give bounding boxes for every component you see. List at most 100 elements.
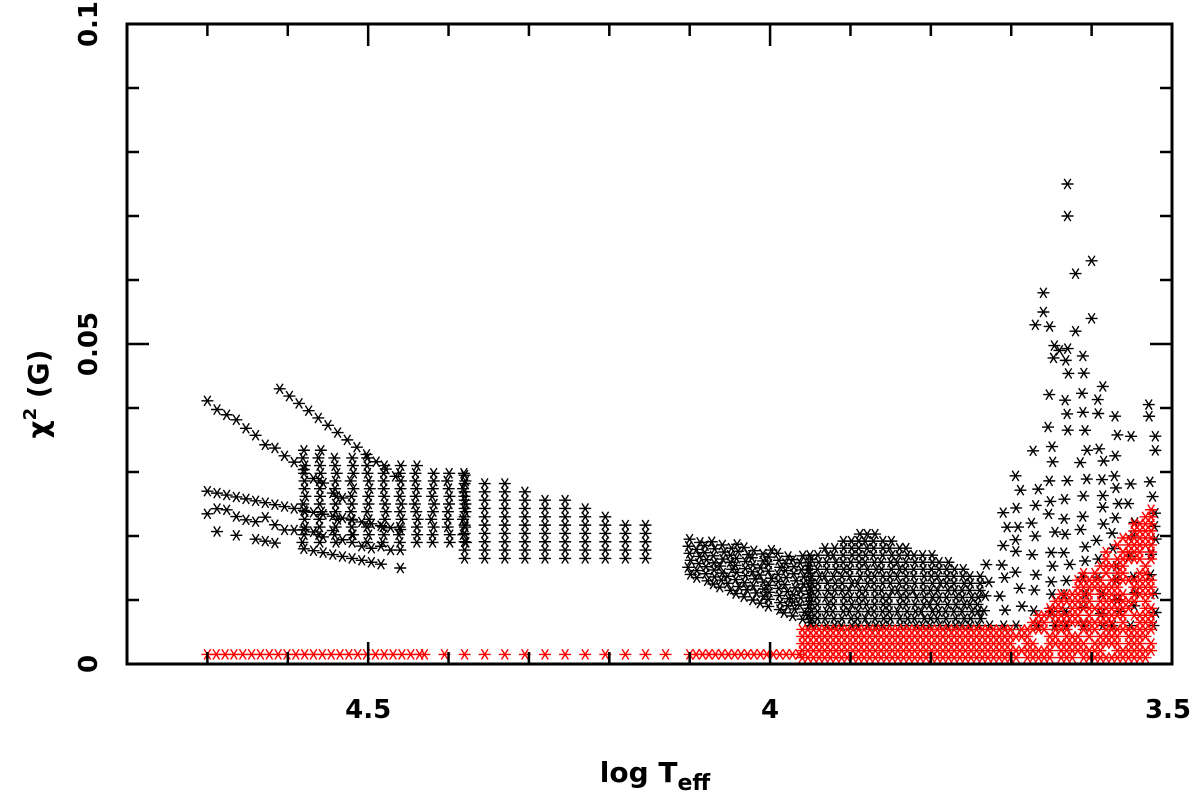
data-point xyxy=(1096,380,1109,392)
data-point xyxy=(659,648,672,660)
data-point xyxy=(298,475,311,487)
data-point xyxy=(1061,178,1074,190)
data-point xyxy=(307,545,320,557)
data-point xyxy=(441,475,454,487)
data-point xyxy=(1061,475,1074,487)
data-point xyxy=(314,444,327,456)
data-point xyxy=(1009,470,1022,482)
data-point xyxy=(259,535,272,547)
data-point xyxy=(331,427,344,439)
data-point xyxy=(539,552,551,564)
data-point xyxy=(1053,344,1066,356)
data-point xyxy=(478,502,491,514)
data-point xyxy=(478,494,491,506)
data-point xyxy=(1058,513,1071,525)
data-point xyxy=(1085,255,1098,267)
data-point xyxy=(478,552,491,564)
data-point xyxy=(1069,268,1082,280)
y-axis-title: χ2 (G) xyxy=(20,350,55,439)
data-point xyxy=(1013,582,1026,594)
data-point xyxy=(1074,457,1087,468)
data-point xyxy=(518,511,531,523)
data-point xyxy=(1111,429,1124,441)
data-point xyxy=(997,507,1010,519)
data-point xyxy=(498,552,511,564)
data-point xyxy=(518,486,531,498)
data-point xyxy=(729,574,742,586)
data-point xyxy=(394,460,407,472)
data-point xyxy=(230,529,243,541)
data-point xyxy=(786,610,799,622)
data-point xyxy=(478,536,491,548)
data-point xyxy=(426,536,439,548)
data-point xyxy=(1077,638,1090,650)
data-point xyxy=(559,494,572,506)
data-point xyxy=(518,519,531,531)
data-point xyxy=(1109,450,1122,462)
data-point xyxy=(346,460,359,472)
data-point xyxy=(1048,340,1061,352)
data-point xyxy=(619,536,632,548)
data-point xyxy=(1142,399,1155,411)
data-point xyxy=(498,536,511,548)
data-point xyxy=(355,554,368,566)
data-point xyxy=(1015,600,1028,612)
data-point xyxy=(259,439,272,451)
data-point xyxy=(293,397,306,409)
data-point xyxy=(377,483,390,495)
data-point xyxy=(1060,575,1073,587)
data-point xyxy=(1146,491,1159,503)
data-point xyxy=(249,516,262,528)
data-point xyxy=(963,570,976,582)
data-point xyxy=(458,519,471,531)
data-point xyxy=(915,606,928,618)
axis-labels: χ2 (G) log Teff xyxy=(20,350,711,796)
data-point xyxy=(1076,511,1089,522)
data-point xyxy=(539,648,551,660)
data-point xyxy=(1143,476,1156,488)
data-point xyxy=(639,519,652,531)
data-point xyxy=(268,442,281,454)
data-point xyxy=(498,544,511,556)
data-point xyxy=(326,549,339,561)
data-point xyxy=(268,537,281,549)
data-point xyxy=(1079,555,1092,567)
data-point xyxy=(1096,490,1109,502)
data-point xyxy=(1059,528,1072,540)
data-point xyxy=(458,511,471,523)
data-point xyxy=(478,478,491,490)
data-point xyxy=(458,502,471,514)
data-point xyxy=(619,527,632,539)
data-point xyxy=(458,536,471,548)
data-point xyxy=(1009,534,1022,546)
data-point xyxy=(1097,518,1110,530)
data-point xyxy=(579,511,592,523)
data-point xyxy=(1139,560,1152,572)
data-point xyxy=(375,558,388,570)
data-point xyxy=(1061,424,1074,436)
data-point xyxy=(1037,287,1050,299)
y-tick-label: 0.05 xyxy=(74,312,104,376)
data-point xyxy=(1074,524,1087,536)
data-point xyxy=(539,536,551,548)
data-point xyxy=(345,513,358,525)
data-point xyxy=(297,498,310,510)
data-point xyxy=(395,513,408,525)
data-point xyxy=(201,395,214,407)
data-point xyxy=(579,527,592,539)
y-tick-label: 0.1 xyxy=(74,1,104,47)
data-point xyxy=(312,452,325,464)
data-point xyxy=(393,521,406,533)
data-point xyxy=(1011,521,1024,533)
data-point xyxy=(1109,482,1122,494)
data-point xyxy=(1025,517,1038,529)
data-point xyxy=(312,412,325,424)
data-point xyxy=(283,390,296,402)
data-point xyxy=(336,550,349,562)
data-point xyxy=(559,648,572,660)
data-point xyxy=(458,494,471,506)
data-point xyxy=(1116,588,1129,600)
data-point xyxy=(336,492,349,504)
data-point xyxy=(211,526,224,538)
